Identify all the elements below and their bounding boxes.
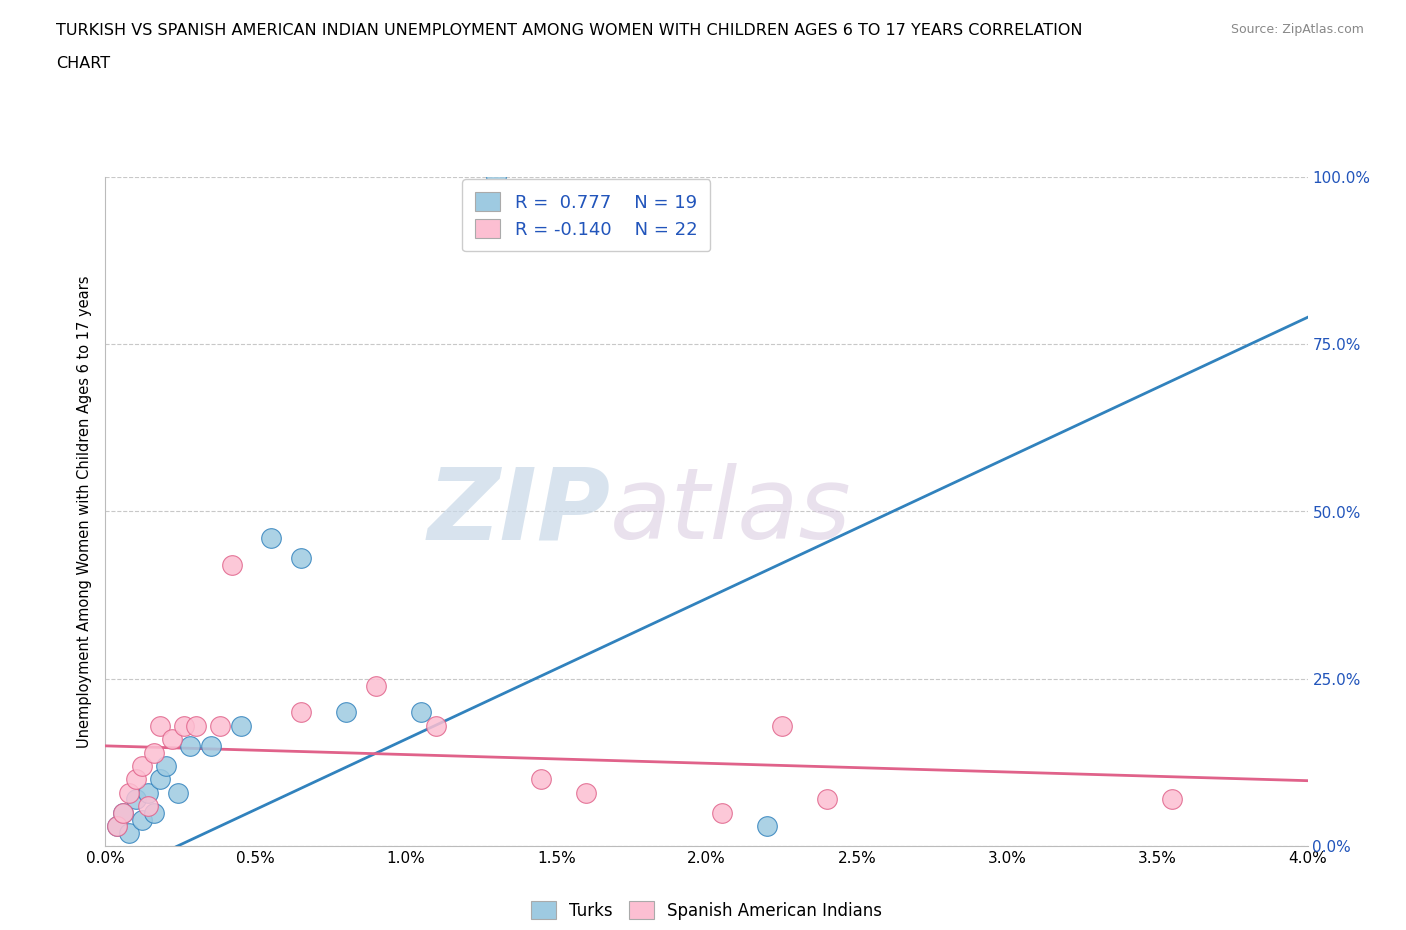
Point	[425, 718, 447, 733]
Point	[221, 558, 243, 573]
Point	[107, 818, 129, 833]
Point	[485, 169, 508, 184]
Point	[229, 718, 252, 733]
Y-axis label: Unemployment Among Women with Children Ages 6 to 17 years: Unemployment Among Women with Children A…	[77, 275, 93, 748]
Point	[770, 718, 793, 733]
Point	[260, 531, 283, 546]
Point	[124, 792, 146, 807]
Point	[184, 718, 207, 733]
Point	[179, 738, 201, 753]
Point	[815, 792, 838, 807]
Text: TURKISH VS SPANISH AMERICAN INDIAN UNEMPLOYMENT AMONG WOMEN WITH CHILDREN AGES 6: TURKISH VS SPANISH AMERICAN INDIAN UNEMP…	[56, 23, 1083, 38]
Point	[155, 759, 177, 774]
Text: ZIP: ZIP	[427, 463, 610, 560]
Point	[1161, 792, 1184, 807]
Point	[136, 785, 159, 800]
Point	[575, 785, 598, 800]
Point	[142, 745, 165, 760]
Text: Source: ZipAtlas.com: Source: ZipAtlas.com	[1230, 23, 1364, 36]
Legend: Turks, Spanish American Indians: Turks, Spanish American Indians	[524, 895, 889, 926]
Text: CHART: CHART	[56, 56, 110, 71]
Point	[290, 551, 312, 565]
Point	[107, 818, 129, 833]
Point	[173, 718, 195, 733]
Point	[755, 818, 778, 833]
Point	[112, 805, 135, 820]
Point	[166, 785, 188, 800]
Point	[131, 812, 153, 827]
Point	[710, 805, 733, 820]
Point	[160, 732, 183, 747]
Point	[131, 759, 153, 774]
Point	[409, 705, 432, 720]
Point	[364, 678, 387, 693]
Point	[148, 772, 170, 787]
Point	[112, 805, 135, 820]
Point	[290, 705, 312, 720]
Point	[530, 772, 553, 787]
Point	[142, 805, 165, 820]
Point	[136, 799, 159, 814]
Point	[200, 738, 222, 753]
Point	[148, 718, 170, 733]
Text: atlas: atlas	[610, 463, 852, 560]
Point	[118, 785, 141, 800]
Point	[335, 705, 357, 720]
Point	[124, 772, 146, 787]
Point	[208, 718, 231, 733]
Point	[118, 826, 141, 841]
